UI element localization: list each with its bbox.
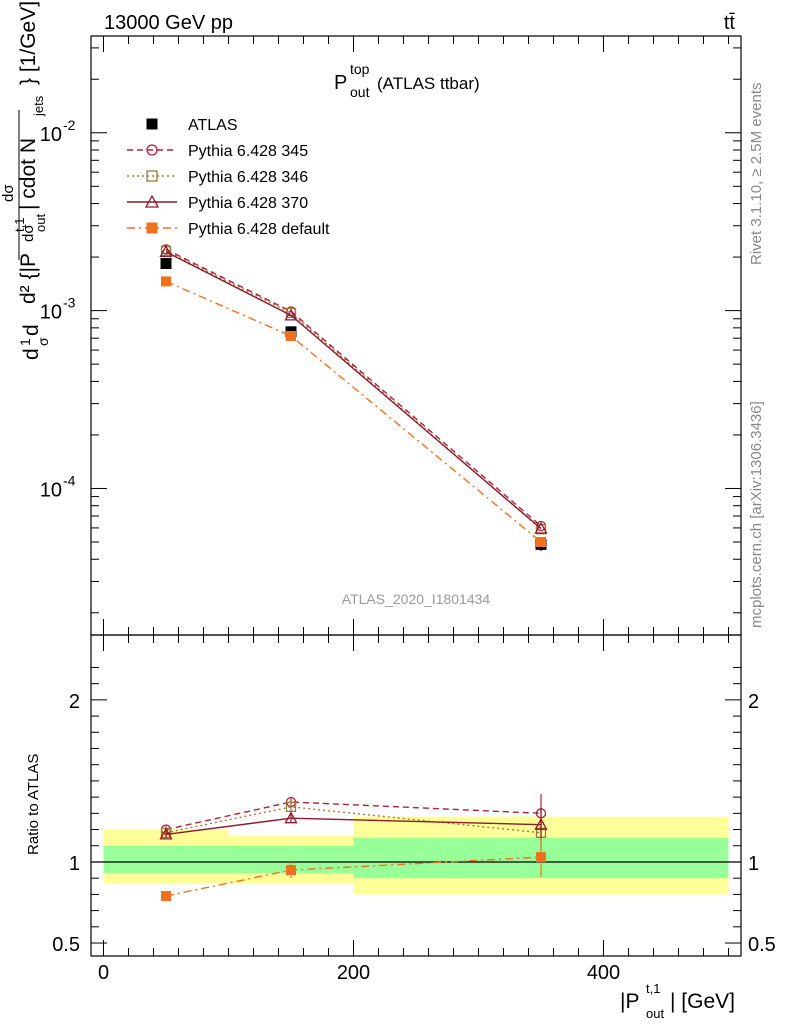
ratio-y-tick-label: 1 — [69, 853, 80, 875]
ratio-ticks: 0.5 0.5 1 1 2 2 0 200 400 — [52, 635, 776, 984]
ratio-y-tick-label: 0.5 — [52, 934, 80, 956]
title-sup: top — [350, 61, 370, 77]
ylabel-frac-den: dσ — [20, 224, 37, 242]
legend-marker — [146, 170, 158, 182]
series-3 — [159, 245, 548, 534]
data-point — [161, 276, 171, 287]
data-point — [535, 524, 547, 535]
uncertainty-band-inner — [103, 845, 229, 874]
data-point — [284, 308, 298, 321]
ylabel-sub: out — [33, 214, 48, 232]
data-point — [159, 245, 173, 258]
ratio-data-point — [536, 852, 546, 863]
data-point — [534, 521, 548, 534]
data-point — [286, 330, 296, 341]
legend-label: Pythia 6.428 346 — [188, 169, 308, 186]
x-axis-label: |P t,1 out | [GeV] — [620, 981, 735, 1021]
main-x-ticks — [103, 36, 729, 635]
legend: ATLAS Pythia 6.428 345 Pythia 6.428 346 Pyt… — [127, 117, 330, 238]
legend-label: Pythia 6.428 345 — [188, 143, 308, 160]
series-0 — [160, 258, 547, 552]
header-process-label: tt̄ — [724, 12, 736, 34]
ratio-y-axis-label: Ratio to ATLAS — [25, 754, 42, 855]
y-tick-label: 10 — [40, 479, 62, 501]
analysis-id-label: ATLAS_2020_I1801434 — [342, 591, 491, 607]
legend-marker — [146, 222, 158, 234]
x-tick-label: 0 — [98, 962, 109, 984]
legend-label: Pythia 6.428 default — [188, 221, 330, 238]
ratio-y-tick-label-right: 1 — [748, 853, 759, 875]
xlabel-sub: out — [646, 1006, 664, 1021]
rivet-version-label: Rivet 3.1.10, ≥ 2.5M events — [748, 83, 765, 266]
ratio-data-point — [286, 865, 296, 876]
ylabel-frac-sigma: σ — [35, 337, 51, 346]
ylabel-d2-part: d² {|P — [17, 253, 40, 304]
ylabel-lead: d — [20, 348, 43, 360]
ylabel-frac-one: 1 — [17, 338, 33, 346]
ratio-y-tick-label: 2 — [69, 691, 80, 713]
ratio-series-2 — [159, 808, 548, 841]
ratio-frame — [90, 634, 742, 957]
title-sub: out — [350, 84, 370, 100]
title-p: P — [334, 72, 347, 94]
legend-marker — [144, 194, 160, 208]
xlabel-post: | [GeV] — [670, 990, 735, 1013]
data-point — [160, 258, 172, 270]
legend-entry: Pythia 6.428 default — [127, 221, 330, 238]
ratio-data-point — [159, 827, 173, 840]
ratio-series-3 — [161, 837, 546, 902]
series-line — [165, 250, 542, 530]
mcplots-reference-label: mcplots.cern.ch [arXiv:1306.3436] — [748, 401, 765, 628]
legend-entry: Pythia 6.428 345 — [127, 143, 308, 160]
ratio-y-tick-label-right: 0.5 — [748, 934, 776, 956]
ratio-panel: 0.5 0.5 1 1 2 2 0 200 400 — [52, 634, 776, 984]
ratio-series-line — [165, 801, 542, 831]
series-4 — [161, 276, 546, 548]
y-tick-exponent: -4 — [63, 472, 76, 488]
y-tick-label: 10 — [40, 124, 62, 146]
series-line — [165, 251, 542, 530]
ylabel-d: d — [20, 324, 43, 336]
legend-label: Pythia 6.428 370 — [188, 195, 308, 212]
series-line — [165, 280, 542, 543]
series-2 — [160, 245, 547, 535]
legend-entry: Pythia 6.428 346 — [127, 169, 308, 186]
legend-entry: Pythia 6.428 370 — [127, 194, 308, 212]
x-tick-label: 400 — [587, 962, 620, 984]
xlabel-pre: |P — [620, 990, 639, 1013]
ylabel-frac-num: dσ — [0, 184, 17, 202]
header-energy-label: 13000 GeV pp — [104, 12, 233, 34]
ratio-data-point — [284, 811, 298, 824]
main-plot-title: P top out (ATLAS ttbar) — [334, 61, 480, 100]
legend-marker — [146, 118, 158, 130]
data-point — [536, 537, 546, 548]
ratio-data-point — [534, 817, 548, 830]
main-y-ticks: 10-210-310-4 — [40, 47, 741, 614]
ylabel-tail: } [1/GeV] — [17, 1, 40, 85]
title-suffix: (ATLAS ttbar) — [377, 74, 480, 93]
xlabel-sup: t,1 — [646, 981, 660, 996]
legend-marker — [146, 144, 158, 156]
x-tick-label: 200 — [337, 962, 370, 984]
ylabel-mid: | cdot N — [17, 138, 40, 210]
legend-label: ATLAS — [188, 117, 238, 134]
ratio-data-point — [161, 891, 171, 902]
main-panel: 10-210-310-4 — [40, 35, 742, 636]
ratio-series-line — [165, 806, 542, 834]
y-tick-exponent: -3 — [63, 295, 76, 311]
main-y-axis-label: d 1 σ d d² {|P t,1 out | cdot N jets } [… — [0, 1, 51, 360]
y-tick-label: 10 — [40, 302, 62, 324]
ylabel-jsub: jets — [31, 95, 46, 117]
ratio-y-tick-label-right: 2 — [748, 691, 759, 713]
y-tick-exponent: -2 — [63, 117, 76, 133]
legend-entry: ATLAS — [146, 117, 238, 134]
